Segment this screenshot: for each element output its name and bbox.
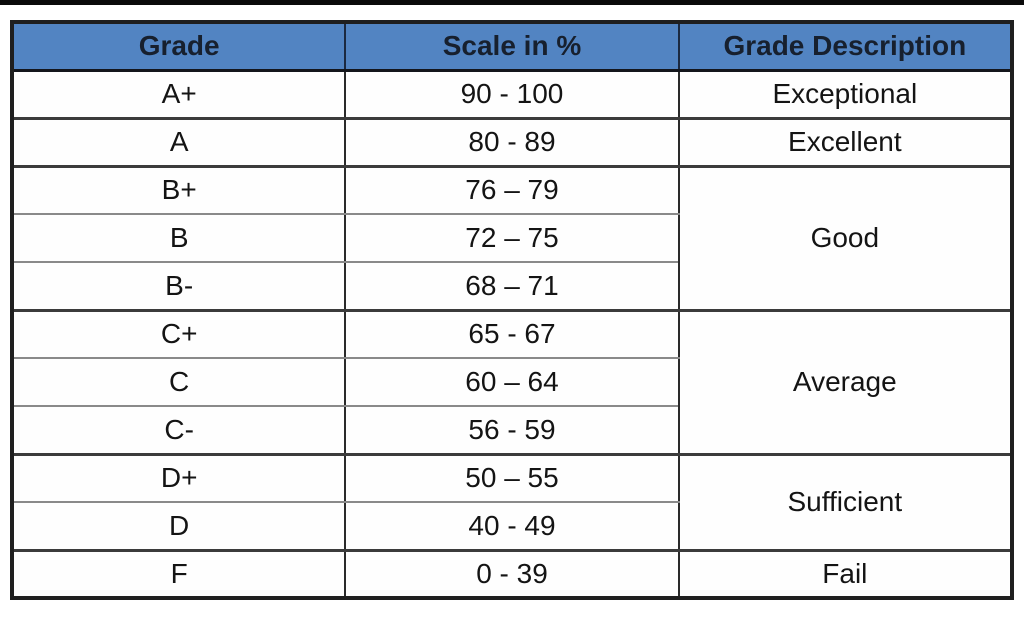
grade-cell: F xyxy=(10,550,347,600)
scale-cell: 50 – 55 xyxy=(344,454,680,503)
description-cell: Sufficient xyxy=(677,454,1014,552)
grading-table-body: A+ 90 - 100 Exceptional A 80 - 89 Excellent B+… xyxy=(10,70,1014,600)
grade-cell: A+ xyxy=(10,70,347,120)
table-row: B 72 – 75 xyxy=(10,214,1012,263)
grading-table-head: Grade Scale in % Grade Description xyxy=(10,22,1014,72)
top-border-strip xyxy=(0,0,1024,5)
scale-cell: 40 - 49 xyxy=(344,502,680,552)
grade-cell: C+ xyxy=(10,310,347,359)
table-row: C- 56 - 59 xyxy=(10,406,1012,456)
table-row: B+ 76 – 79 Good xyxy=(10,166,1014,312)
table-row: C 60 – 64 xyxy=(10,358,1012,407)
grade-cell: D xyxy=(10,502,347,552)
description-column-header: Grade Description xyxy=(677,22,1014,72)
scale-cell: 72 – 75 xyxy=(344,214,680,263)
table-row: C+ 65 - 67 Average xyxy=(10,310,1014,456)
grade-cell: D+ xyxy=(10,454,347,503)
table-row: A+ 90 - 100 Exceptional xyxy=(10,70,1014,120)
scale-column-header: Scale in % xyxy=(344,22,680,72)
grade-cell: B xyxy=(10,214,347,263)
description-cell: Excellent xyxy=(677,118,1014,168)
grade-cell: B+ xyxy=(10,166,347,215)
scale-cell: 60 – 64 xyxy=(344,358,680,407)
description-cell: Fail xyxy=(677,550,1014,600)
description-cell: Average xyxy=(677,310,1014,456)
scale-cell: 80 - 89 xyxy=(344,118,680,168)
table-header-row: Grade Scale in % Grade Description xyxy=(10,22,1014,72)
scale-cell: 0 - 39 xyxy=(344,550,680,600)
grade-cell: C xyxy=(10,358,347,407)
table-row: B- 68 – 71 xyxy=(10,262,1012,312)
grade-cell: C- xyxy=(10,406,347,456)
grade-cell: A xyxy=(10,118,347,168)
scale-cell: 65 - 67 xyxy=(344,310,680,359)
scale-cell: 56 - 59 xyxy=(344,406,680,456)
description-cell: Good xyxy=(677,166,1014,312)
table-row: D+ 50 – 55 Sufficient xyxy=(10,454,1014,552)
table-row: D 40 - 49 xyxy=(10,502,1012,552)
grade-cell: B- xyxy=(10,262,347,312)
scale-cell: 76 – 79 xyxy=(344,166,680,215)
scale-cell: 68 – 71 xyxy=(344,262,680,312)
grading-table: Grade Scale in % Grade Description A+ 90 … xyxy=(10,20,1014,600)
description-cell: Exceptional xyxy=(677,70,1014,120)
grade-column-header: Grade xyxy=(10,22,347,72)
scale-cell: 90 - 100 xyxy=(344,70,680,120)
table-row: A 80 - 89 Excellent xyxy=(10,118,1014,168)
